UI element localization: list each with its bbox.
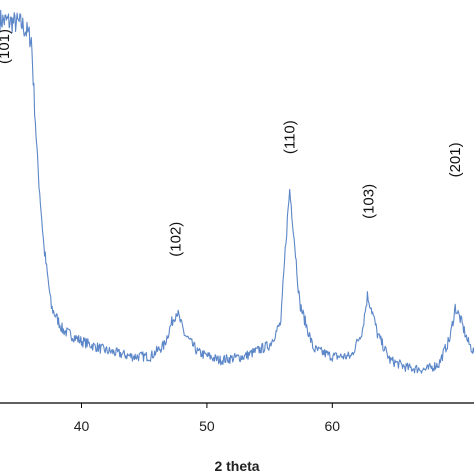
peak-label: (103) xyxy=(361,184,378,219)
peak-label: (110) xyxy=(282,120,299,154)
x-axis-title: 2 theta xyxy=(214,458,259,474)
peak-annotations: (101) (102) (110) (103) (201) xyxy=(0,29,464,257)
series-layer xyxy=(0,9,474,374)
peak-label: (201) xyxy=(447,142,464,177)
xrd-pattern-line xyxy=(0,9,474,374)
peak-label: (101) xyxy=(0,29,13,64)
x-axis-ticks: 40 50 60 xyxy=(74,403,341,434)
x-tick-label: 50 xyxy=(199,418,215,434)
peak-label: (102) xyxy=(168,222,185,257)
x-tick-label: 60 xyxy=(325,418,341,434)
x-tick-label: 40 xyxy=(74,418,90,434)
